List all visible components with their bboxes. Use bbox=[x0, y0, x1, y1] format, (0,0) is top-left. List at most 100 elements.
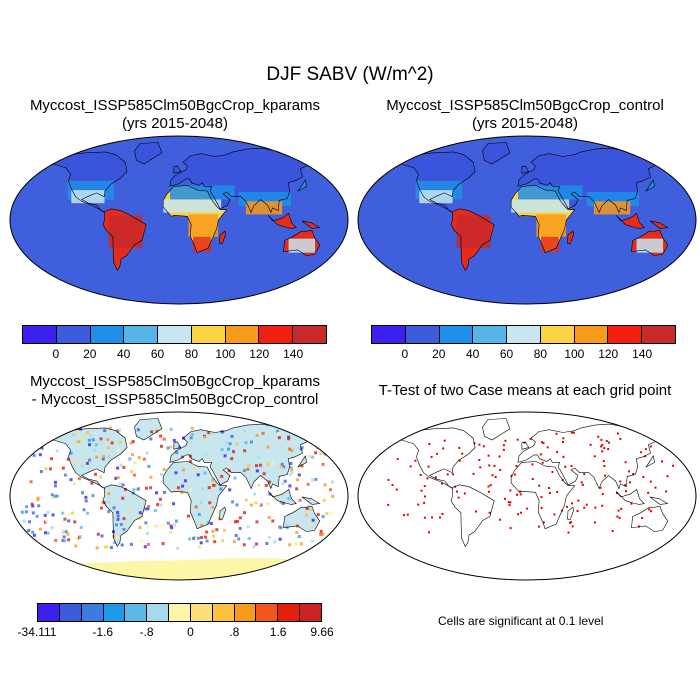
insolation-band bbox=[540, 236, 559, 252]
difference-cell bbox=[24, 510, 28, 514]
significant-cell bbox=[551, 470, 554, 473]
significant-cell bbox=[628, 481, 631, 484]
panel-title-kparams-line1: Myccost_ISSP585Clm50BgcCrop_kparams bbox=[29, 97, 321, 114]
difference-cell bbox=[314, 451, 318, 455]
significant-cell bbox=[515, 493, 518, 496]
difference-cell bbox=[137, 515, 141, 519]
significant-cell bbox=[423, 495, 426, 498]
difference-cell bbox=[190, 426, 194, 430]
difference-cell bbox=[296, 478, 300, 482]
difference-cell bbox=[305, 507, 309, 511]
colorbar-tick-label: 1.6 bbox=[269, 625, 287, 639]
significant-cell bbox=[572, 431, 575, 434]
difference-cell bbox=[147, 464, 151, 468]
difference-cell bbox=[149, 437, 153, 441]
colorbar-tick-label: 80 bbox=[533, 347, 548, 361]
significant-cell bbox=[502, 448, 505, 451]
difference-cell bbox=[228, 519, 232, 523]
panel-title-difference-line1: Myccost_ISSP585Clm50BgcCrop_kparams bbox=[29, 373, 321, 390]
difference-cell bbox=[321, 515, 325, 519]
difference-cell bbox=[220, 430, 224, 434]
coastline-japan bbox=[297, 455, 307, 468]
difference-cell bbox=[142, 457, 146, 461]
significant-cell bbox=[502, 444, 505, 447]
difference-cell bbox=[30, 502, 34, 506]
difference-cell bbox=[242, 468, 246, 472]
difference-cell bbox=[329, 511, 333, 515]
difference-cell bbox=[210, 431, 214, 435]
difference-cell bbox=[228, 442, 232, 446]
difference-cell bbox=[96, 532, 100, 536]
difference-cell bbox=[252, 545, 256, 549]
difference-cell bbox=[50, 493, 54, 497]
difference-cell bbox=[84, 499, 88, 503]
colorbar-swatch bbox=[190, 604, 213, 621]
difference-cell bbox=[122, 527, 126, 531]
coastline-africa bbox=[510, 461, 576, 530]
difference-cell bbox=[50, 495, 54, 499]
colorbar-tick-label: -1.6 bbox=[92, 625, 114, 639]
difference-cell bbox=[112, 541, 116, 545]
colorbar-tick-label: -34.111 bbox=[17, 625, 57, 639]
difference-cell bbox=[211, 529, 215, 533]
difference-cell bbox=[88, 443, 92, 447]
coastline-eurasia bbox=[517, 423, 676, 490]
significant-cell bbox=[513, 473, 516, 476]
difference-cell bbox=[287, 435, 291, 439]
difference-cell bbox=[132, 488, 136, 492]
difference-cell bbox=[262, 472, 266, 476]
colorbar-tick-label: 9.66 bbox=[310, 625, 334, 639]
difference-cell bbox=[99, 437, 103, 441]
significant-cell bbox=[601, 493, 604, 496]
difference-cell bbox=[162, 437, 166, 441]
difference-cell bbox=[36, 498, 40, 502]
difference-cell bbox=[220, 474, 224, 478]
colorbar-swatch bbox=[278, 604, 301, 621]
difference-cell bbox=[200, 536, 204, 540]
significant-cell bbox=[647, 491, 650, 494]
difference-cell bbox=[273, 540, 277, 544]
difference-cell bbox=[267, 515, 271, 519]
difference-cell bbox=[173, 523, 177, 527]
significant-cell bbox=[600, 438, 603, 441]
colorbar-swatch bbox=[259, 326, 294, 343]
land-indonesia bbox=[616, 213, 645, 229]
colorbar-tick-label: 140 bbox=[632, 347, 653, 361]
significant-cell bbox=[654, 486, 657, 489]
significant-cell bbox=[644, 448, 647, 451]
difference-cell bbox=[323, 483, 327, 487]
difference-cell bbox=[287, 437, 291, 441]
difference-cell bbox=[101, 457, 105, 461]
significant-cell bbox=[499, 518, 502, 521]
difference-cell bbox=[247, 464, 251, 468]
difference-cell bbox=[267, 535, 271, 539]
insolation-band bbox=[188, 214, 219, 237]
land-indonesia bbox=[268, 213, 297, 229]
difference-cell bbox=[204, 452, 208, 456]
difference-cell bbox=[146, 505, 150, 509]
colorbar-swatch bbox=[38, 604, 60, 621]
colorbar-tick-label: 40 bbox=[116, 347, 131, 361]
ocean-area bbox=[358, 412, 696, 580]
difference-cell bbox=[118, 428, 122, 432]
significant-cell bbox=[488, 464, 491, 467]
difference-cell bbox=[79, 525, 83, 529]
difference-cell bbox=[322, 498, 326, 502]
coastline-africa bbox=[162, 461, 228, 530]
difference-cell bbox=[172, 438, 176, 442]
difference-cell bbox=[266, 445, 270, 449]
insolation-band bbox=[636, 238, 664, 253]
difference-cell bbox=[159, 444, 163, 448]
difference-cell bbox=[66, 532, 70, 536]
significant-cell bbox=[597, 435, 600, 438]
difference-cell bbox=[316, 513, 320, 517]
difference-cell bbox=[93, 472, 97, 476]
colorbar-tick-label: 20 bbox=[83, 347, 97, 361]
difference-cell bbox=[203, 436, 207, 440]
colorbar-tick-label: 80 bbox=[184, 347, 199, 361]
difference-cell bbox=[311, 539, 315, 543]
difference-cell bbox=[289, 462, 293, 466]
significant-cell bbox=[593, 455, 596, 458]
difference-cell bbox=[277, 436, 281, 440]
coastline-uk bbox=[173, 165, 182, 174]
